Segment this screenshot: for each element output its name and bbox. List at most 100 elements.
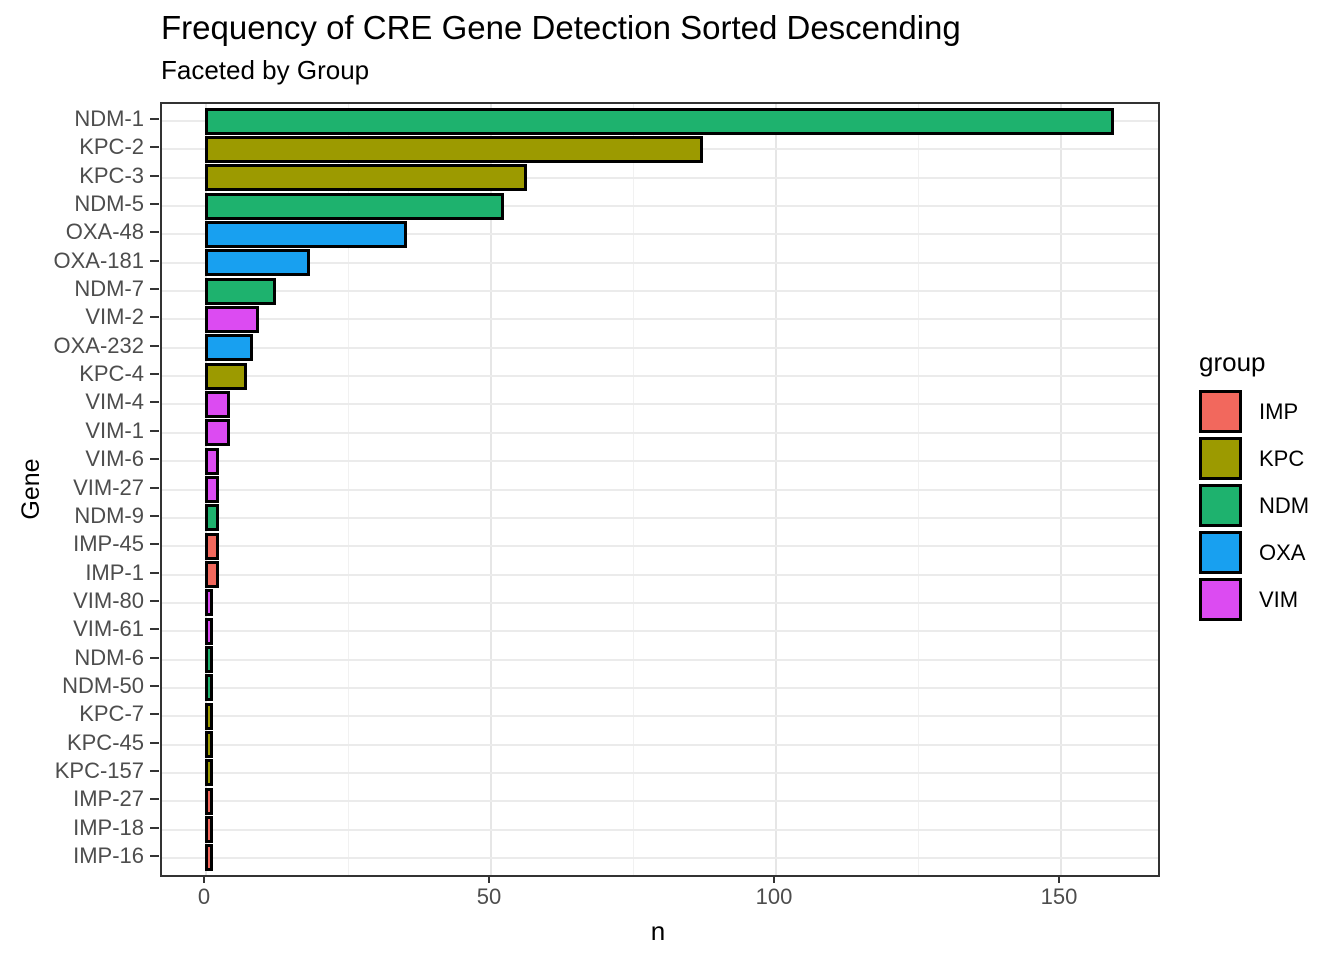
legend-title: group — [1199, 347, 1266, 377]
x-axis-title: n — [650, 916, 666, 946]
legend-key-swatch — [1199, 531, 1242, 574]
legend: group IMP KPC NDM OXA VIM — [1199, 346, 1309, 625]
y-tick — [150, 429, 159, 432]
gridline-y-major — [162, 290, 1158, 293]
y-tick-label: VIM-61 — [73, 616, 144, 642]
bar — [204, 787, 214, 815]
bar — [204, 249, 311, 277]
y-tick — [150, 798, 159, 801]
y-tick-label: IMP-18 — [73, 814, 144, 840]
gridline-y-major — [162, 686, 1158, 689]
y-tick — [150, 118, 159, 120]
y-tick-label: IMP-45 — [73, 531, 144, 557]
y-tick-label: KPC-157 — [54, 757, 144, 783]
chart-subtitle: Faceted by Group — [161, 55, 370, 85]
y-tick — [150, 174, 159, 177]
x-tick — [1058, 875, 1060, 883]
gridline-y-major — [162, 743, 1158, 746]
bar — [204, 532, 219, 560]
legend-entry: IMP — [1199, 390, 1309, 433]
y-tick — [150, 231, 159, 234]
y-tick — [150, 288, 159, 291]
bar — [204, 816, 214, 844]
y-tick-label: KPC-4 — [79, 361, 144, 387]
bar — [204, 561, 219, 589]
y-tick — [150, 203, 159, 206]
legend-entries: IMP KPC NDM OXA VIM — [1199, 390, 1309, 621]
legend-label: KPC — [1259, 445, 1305, 471]
legend-entry: KPC — [1199, 437, 1309, 480]
y-tick-label: VIM-1 — [85, 417, 144, 443]
bar — [204, 362, 248, 390]
y-tick-label: OXA-232 — [53, 332, 145, 358]
y-tick-label: VIM-27 — [73, 474, 144, 500]
gridline-y-major — [162, 715, 1158, 718]
y-tick-label: VIM-6 — [85, 446, 144, 472]
gridline-y-major — [162, 318, 1158, 321]
legend-label: VIM — [1259, 586, 1299, 612]
y-tick — [150, 769, 159, 772]
x-tick-label: 150 — [1040, 884, 1078, 909]
gridline-y-major — [162, 630, 1158, 633]
gridline-y-major — [162, 460, 1158, 463]
bar — [204, 731, 214, 759]
gridline-y-major — [162, 261, 1158, 264]
bar — [204, 646, 214, 674]
gridline-y-major — [162, 205, 1158, 208]
y-tick — [150, 628, 159, 631]
y-tick-label: VIM-2 — [85, 304, 144, 330]
x-tick-label: 0 — [197, 884, 211, 909]
bar — [204, 702, 214, 730]
bar — [204, 164, 527, 192]
gridline-y-major — [162, 545, 1158, 548]
y-tick-label: VIM-80 — [73, 587, 144, 613]
bar — [204, 220, 407, 248]
bar — [204, 617, 214, 645]
bar — [204, 390, 231, 418]
legend-key-swatch — [1199, 437, 1242, 480]
y-tick — [150, 373, 159, 376]
x-tick — [203, 875, 205, 883]
gridline-y-major — [162, 488, 1158, 491]
y-tick-label: OXA-181 — [53, 247, 145, 273]
bar — [204, 192, 504, 220]
bar — [204, 305, 259, 333]
y-tick-label: KPC-7 — [79, 701, 144, 727]
x-tick-label: 100 — [755, 884, 793, 909]
bar — [204, 277, 276, 305]
y-tick-label: KPC-45 — [66, 729, 144, 755]
gridline-y-major — [162, 828, 1158, 831]
y-tick — [150, 713, 159, 716]
y-tick — [150, 571, 159, 574]
chart-title: Frequency of CRE Gene Detection Sorted D… — [161, 9, 961, 46]
bar — [204, 476, 219, 503]
bar — [204, 107, 1114, 135]
y-tick — [150, 656, 159, 659]
gridline-y-major — [162, 516, 1158, 519]
legend-entry: VIM — [1199, 578, 1309, 621]
legend-entry: NDM — [1199, 484, 1309, 527]
gridline-y-major — [162, 771, 1158, 774]
y-tick-label: IMP-16 — [73, 842, 144, 868]
y-tick-label: IMP-27 — [73, 786, 144, 812]
gridline-y-major — [162, 403, 1158, 406]
gridline-y-major — [162, 176, 1158, 179]
gridline-y-major — [162, 375, 1158, 378]
gridline-y-major — [162, 601, 1158, 604]
y-tick-label: NDM-5 — [74, 191, 144, 217]
gridline-y-major — [162, 233, 1158, 236]
y-tick-label: NDM-7 — [74, 276, 144, 302]
gridline-y-major — [162, 431, 1158, 434]
bar — [204, 447, 219, 475]
x-tick — [488, 875, 490, 883]
legend-entry: OXA — [1199, 531, 1309, 574]
legend-key-swatch — [1199, 484, 1242, 527]
y-tick-label: IMP-1 — [85, 559, 144, 585]
legend-label: IMP — [1259, 398, 1299, 424]
gridline-y-major — [162, 800, 1158, 803]
bar — [204, 419, 231, 447]
bar — [204, 504, 219, 532]
legend-key-swatch — [1199, 390, 1242, 433]
y-tick — [150, 401, 159, 404]
legend-label: OXA — [1259, 539, 1306, 565]
